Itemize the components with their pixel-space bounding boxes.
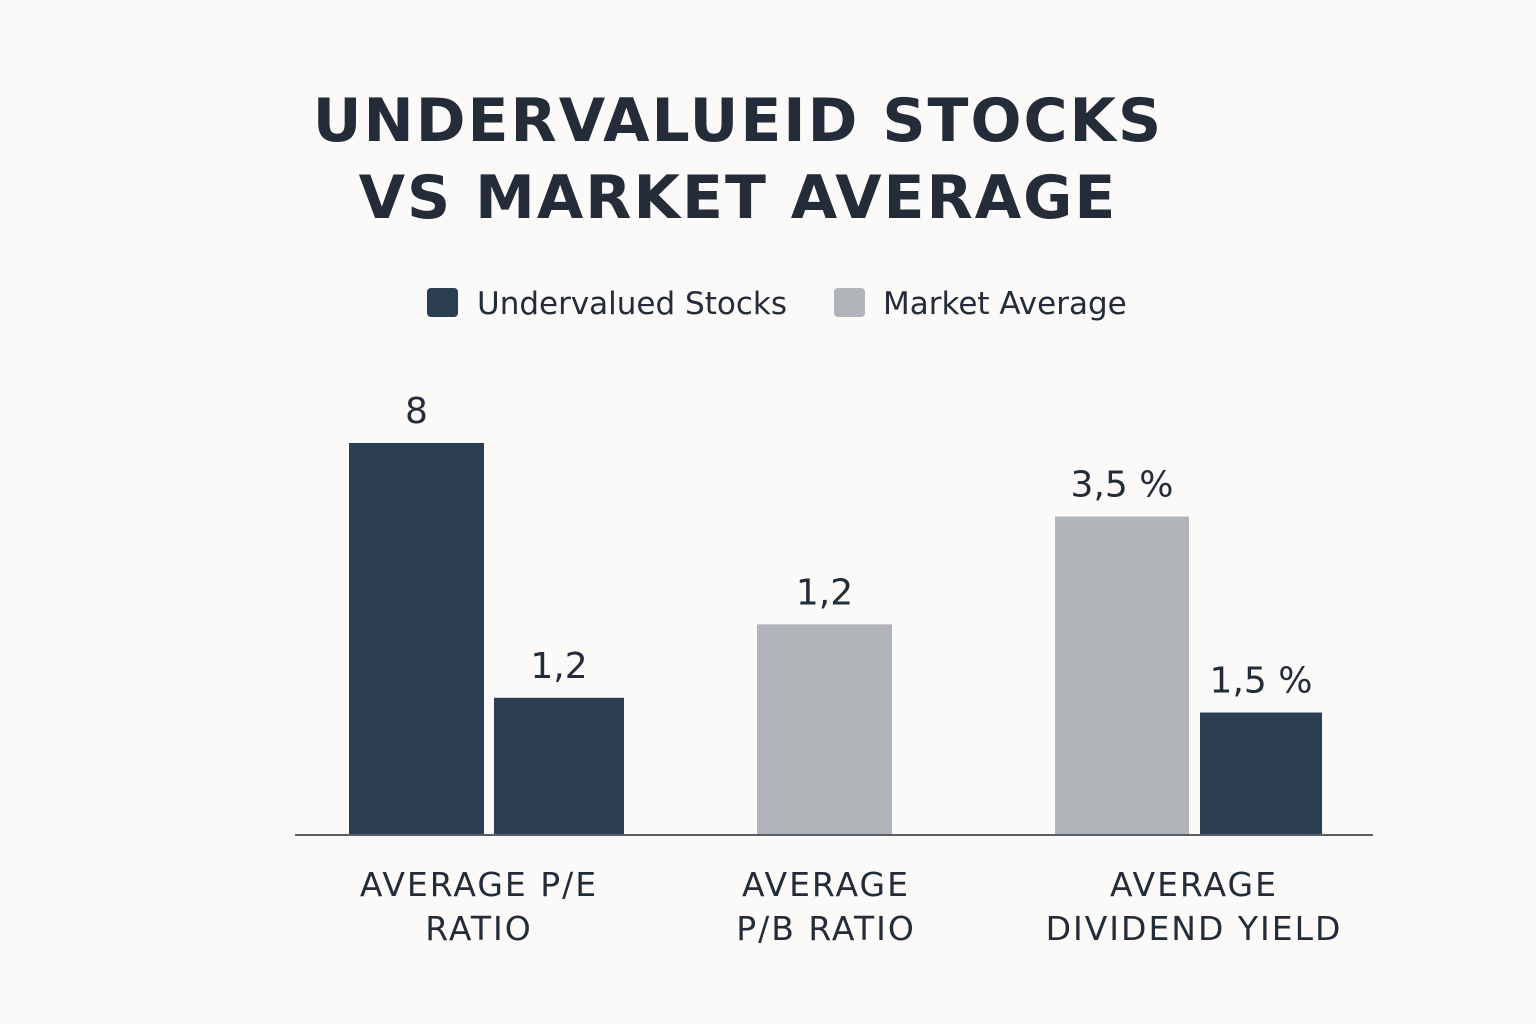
value-label-4: 3,5 % xyxy=(1071,465,1174,506)
category-label-2-line-1: AVERAGE xyxy=(742,865,910,904)
legend-swatch-market xyxy=(834,288,865,317)
bar-1 xyxy=(349,443,484,835)
category-labels: AVERAGE P/E RATIO AVERAGE P/B RATIO AVERAGE D… xyxy=(360,865,1343,948)
legend-label-undervalued: Undervalued Stocks xyxy=(477,286,787,322)
category-label-1-line-2: RATIO xyxy=(425,909,532,948)
chart-title: UNDERVALUEID STOCKS VS MARKET AVERAGE xyxy=(313,86,1163,233)
category-label-3-line-2: DIVIDEND YIELD xyxy=(1046,909,1343,948)
chart-title-line-1: UNDERVALUEID STOCKS xyxy=(313,86,1163,156)
category-label-1-line-1: AVERAGE P/E xyxy=(360,865,598,904)
bar-4 xyxy=(1055,517,1189,836)
legend-label-market: Market Average xyxy=(883,286,1127,322)
bar-5 xyxy=(1200,713,1322,836)
chart: UNDERVALUEID STOCKS VS MARKET AVERAGE Un… xyxy=(0,0,1536,1024)
category-label-2-line-2: P/B RATIO xyxy=(736,909,916,948)
chart-title-line-2: VS MARKET AVERAGE xyxy=(359,163,1118,233)
legend: Undervalued Stocks Market Average xyxy=(427,286,1127,322)
legend-swatch-undervalued xyxy=(427,288,458,317)
bars xyxy=(349,443,1322,835)
bar-3 xyxy=(757,624,892,835)
value-label-1: 8 xyxy=(405,391,428,432)
value-label-5: 1,5 % xyxy=(1210,661,1313,702)
value-label-3: 1,2 xyxy=(796,572,853,613)
value-label-2: 1,2 xyxy=(530,646,587,687)
bar-2 xyxy=(494,698,624,835)
category-label-3-line-1: AVERAGE xyxy=(1110,865,1278,904)
